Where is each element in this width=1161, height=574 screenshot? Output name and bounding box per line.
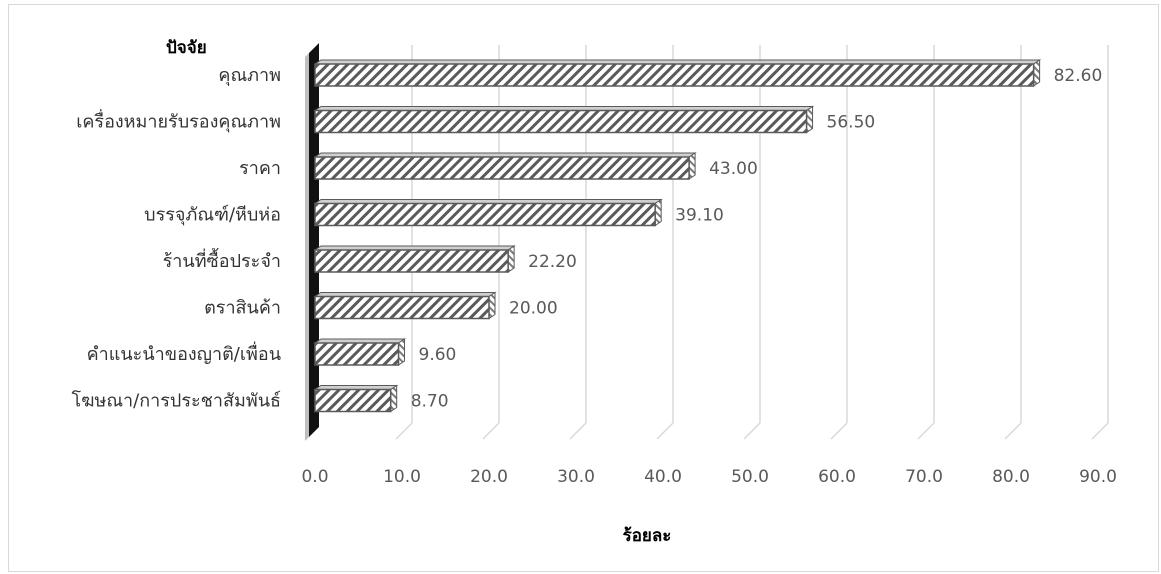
category-label: คุณภาพ: [218, 65, 281, 86]
data-label: 20.00: [509, 299, 558, 319]
grid-line-floor: [918, 423, 934, 439]
bar: [315, 111, 807, 133]
bar: [315, 390, 391, 412]
category-label: ตราสินค้า: [204, 298, 281, 319]
bar-group: [315, 386, 397, 412]
data-label: 9.60: [419, 345, 457, 365]
bar: [315, 157, 689, 179]
bar-end: [689, 153, 695, 179]
bar-end: [807, 107, 813, 133]
grid-line-floor: [1005, 423, 1021, 439]
x-tick-label: 80.0: [992, 467, 1030, 487]
x-axis-title: ร้อยละ: [623, 526, 672, 546]
axis-wall: [305, 43, 319, 441]
x-tick-label: 90.0: [1079, 467, 1117, 487]
bar-group: [315, 60, 1040, 86]
category-label: ราคา: [239, 158, 281, 179]
bar: [315, 297, 489, 319]
bar: [315, 64, 1034, 86]
grid-line-floor: [1092, 423, 1108, 439]
bar-chart: คุณภาพ 82.60 เครื่องหมายรับรองคุณภาพ 56.50 ร…: [9, 5, 1160, 573]
axis-wall-edge: [305, 53, 309, 441]
bar-group: [315, 293, 495, 319]
data-label: 8.70: [411, 392, 449, 412]
x-tick-label: 0.0: [301, 467, 328, 487]
bar: [315, 250, 508, 272]
bar-end: [508, 246, 514, 272]
data-label: 43.00: [709, 159, 758, 179]
bar: [315, 204, 655, 226]
x-tick-label: 70.0: [905, 467, 943, 487]
grid-line-floor: [657, 423, 673, 439]
bar-end: [489, 293, 495, 319]
x-tick-label: 40.0: [644, 467, 682, 487]
grid-line-floor: [570, 423, 586, 439]
bar-group: [315, 153, 695, 179]
grid-line-floor: [483, 423, 499, 439]
data-label: 39.10: [675, 206, 724, 226]
y-axis-title: ปัจจัย: [166, 38, 207, 58]
category-label: เครื่องหมายรับรองคุณภาพ: [76, 109, 281, 133]
chart-area: คุณภาพ 82.60 เครื่องหมายรับรองคุณภาพ 56.50 ร…: [8, 4, 1159, 572]
category-label: โฆษณา/การประชาสัมพันธ์: [71, 390, 281, 412]
bar-group: [315, 339, 405, 365]
category-label: ร้านที่ซื้อประจำ: [163, 248, 281, 272]
category-label: บรรจุภัณฑ์/หีบห่อ: [144, 205, 281, 226]
x-tick-label: 50.0: [731, 467, 769, 487]
grid-line-floor: [831, 423, 847, 439]
axis-wall-face: [309, 43, 319, 437]
data-label: 22.20: [528, 252, 577, 272]
category-label: คำแนะนำของญาติ/เพื่อน: [87, 341, 281, 365]
bar-group: [315, 107, 813, 133]
x-tick-label: 30.0: [557, 467, 595, 487]
x-tick-label: 20.0: [470, 467, 508, 487]
bar-end: [655, 200, 661, 226]
grid-lines: [396, 45, 1108, 439]
data-label: 56.50: [827, 113, 876, 133]
bar: [315, 343, 399, 365]
grid-line-floor: [396, 423, 412, 439]
data-label: 82.60: [1054, 66, 1103, 86]
bar-end: [391, 386, 397, 412]
x-tick-label: 10.0: [383, 467, 421, 487]
bar-group: [315, 246, 514, 272]
bar-end: [1034, 60, 1040, 86]
grid-line-floor: [744, 423, 760, 439]
bar-end: [399, 339, 405, 365]
bar-group: [315, 200, 661, 226]
x-tick-label: 60.0: [818, 467, 856, 487]
